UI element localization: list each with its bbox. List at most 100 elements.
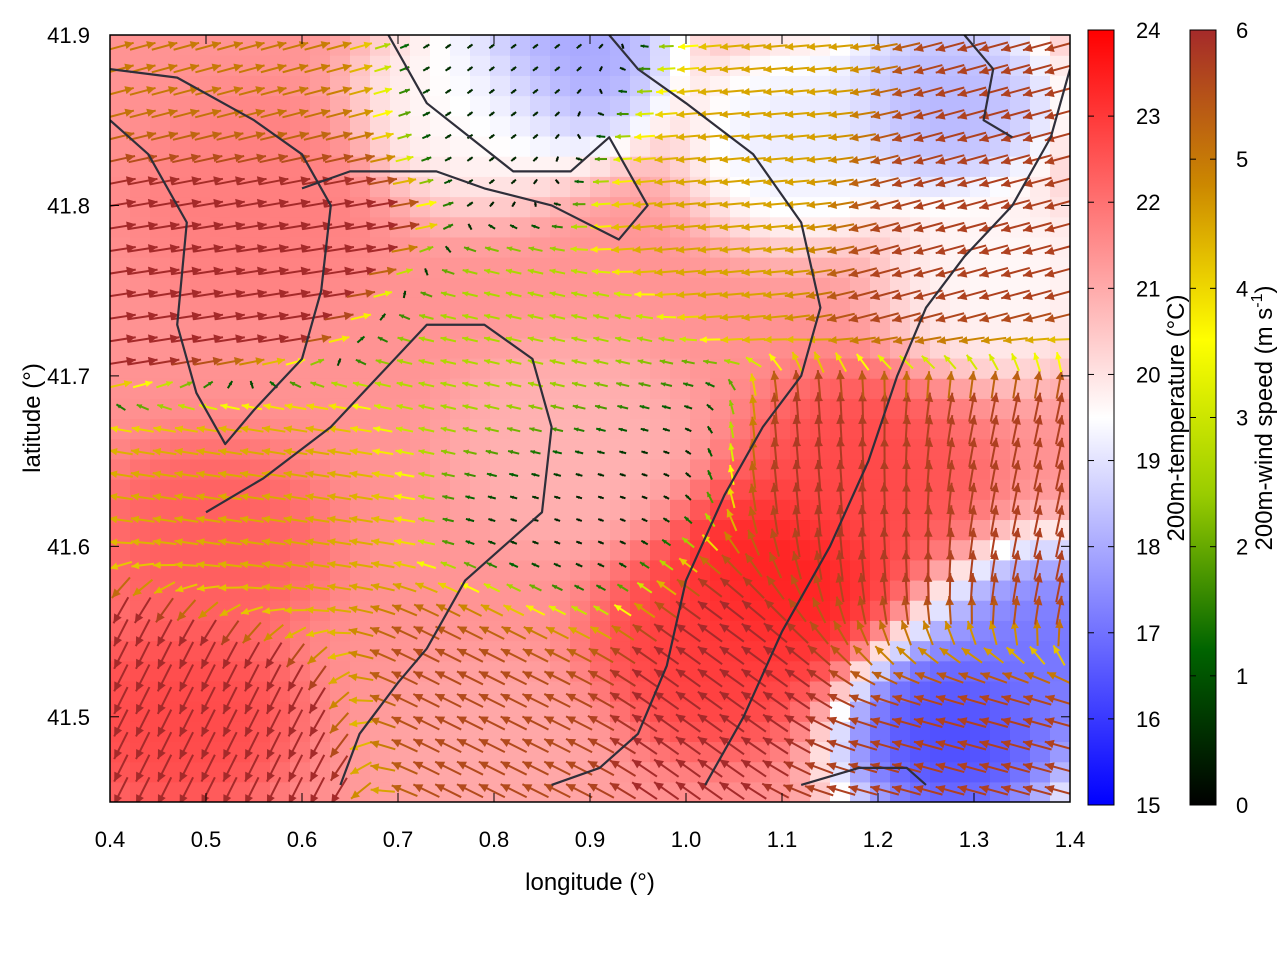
temperature-cell (370, 499, 391, 521)
temperature-cell (470, 257, 491, 278)
temperature-cell (410, 781, 431, 802)
wind-arrow-head (468, 223, 472, 228)
wind-arrow-head (836, 392, 845, 402)
temperature-cell (530, 216, 551, 238)
wind-arrow-head (957, 178, 968, 188)
wind-arrow-head (1056, 482, 1065, 493)
wind-arrow-head (1012, 482, 1021, 493)
temperature-cell (110, 438, 131, 460)
temperature-cell (710, 438, 731, 460)
temperature-cell (750, 721, 771, 743)
temperature-cell (630, 277, 651, 298)
wind-arrow-head (261, 425, 271, 433)
temperature-cell (670, 95, 691, 117)
wind-arrow-head (827, 694, 838, 702)
wind-arrow-head (741, 336, 750, 344)
temperature-cell (470, 579, 491, 601)
wind-arrow-head (1056, 505, 1065, 516)
wind-arrow-head (157, 749, 166, 760)
temperature-cell (150, 378, 171, 399)
wind-arrow-head (983, 647, 993, 656)
wind-arrow-head (935, 246, 946, 256)
temperature-cell (110, 297, 131, 319)
wind-arrow-head (913, 88, 924, 98)
wind-arrow-head (1033, 595, 1043, 606)
temperature-cell (1010, 761, 1031, 783)
wind-arrow-head (366, 198, 376, 208)
temperature-cell (670, 398, 691, 420)
wind-arrow-head (152, 538, 162, 546)
temperature-cell (450, 519, 471, 541)
temperature-cell (610, 499, 631, 521)
wind-arrow-head (1053, 645, 1061, 654)
wind-arrow-head (404, 88, 410, 94)
temperature-cell (110, 135, 131, 157)
wind-arrow-head (937, 336, 947, 345)
temperature-cell (550, 741, 571, 763)
temperature-cell (1010, 741, 1031, 763)
temperature-cell (330, 499, 351, 521)
temperature-cell (790, 741, 811, 763)
wind-arrow-head (201, 749, 210, 760)
temperature-cell (570, 236, 591, 258)
temperature-cell (710, 398, 731, 420)
wind-arrow-head (255, 357, 265, 366)
wind-arrow-head (619, 67, 624, 71)
temperature-cell (930, 479, 951, 500)
wind-arrow-head (522, 671, 533, 680)
temperature-cell (490, 418, 511, 440)
temperature-cell (910, 539, 931, 561)
wind-arrow-head (435, 648, 446, 657)
temperature-cell (110, 680, 131, 702)
temperature-cell (390, 277, 411, 298)
wind-arrow-head (681, 359, 688, 365)
temperature-cell (210, 398, 231, 420)
wind-arrow-head (827, 313, 837, 323)
wind-arrow-head (685, 450, 690, 454)
wind-arrow-head (240, 583, 249, 592)
temperature-cell (170, 781, 191, 802)
wind-arrow-head (640, 44, 645, 49)
wind-arrow-head (676, 579, 687, 589)
temperature-cell (610, 115, 631, 137)
temperature-cell (970, 499, 991, 521)
temperature-cell (530, 499, 551, 521)
wind-arrow-head (283, 583, 292, 591)
wind-arrow-head (1055, 619, 1064, 629)
wind-arrow-head (827, 223, 837, 232)
wind-arrow-head (240, 607, 250, 615)
wind-arrow-head (329, 700, 339, 709)
temperature-cell (590, 55, 611, 76)
temperature-cell (710, 539, 731, 561)
wind-arrow-head (213, 221, 223, 231)
wind-arrow-head (935, 784, 946, 794)
wind-arrow-head (1055, 595, 1065, 606)
wind-arrow-head (1022, 784, 1033, 794)
wind-arrow-head (1011, 596, 1021, 606)
temperature-cell (510, 135, 531, 157)
wind-arrow-head (918, 647, 928, 656)
wind-arrow-head (826, 739, 837, 748)
temperature-cell (310, 317, 331, 339)
wind-arrow-head (404, 44, 409, 48)
temperature-cell (570, 95, 591, 117)
wind-arrow-head (1001, 156, 1011, 165)
temperature-cell (630, 317, 651, 339)
wind-arrow-head (549, 358, 556, 365)
wind-arrow-head (305, 538, 314, 546)
y-tick-label: 41.6 (47, 534, 90, 559)
wind-arrow-head (961, 648, 971, 657)
temperature-cell (930, 458, 951, 480)
temperature-cell (410, 317, 431, 339)
wind-arrow-head (211, 63, 221, 72)
wind-arrow-head (728, 400, 734, 407)
wind-arrow-head (394, 516, 402, 523)
temperature-cell (610, 297, 631, 319)
wind-arrow-head (632, 268, 641, 276)
wind-arrow-head (212, 356, 223, 366)
wind-arrow-head (697, 601, 708, 611)
temperature-cell (790, 398, 811, 420)
wind-arrow-head (892, 111, 903, 120)
wind-speed-label-close: ) (1251, 286, 1278, 294)
